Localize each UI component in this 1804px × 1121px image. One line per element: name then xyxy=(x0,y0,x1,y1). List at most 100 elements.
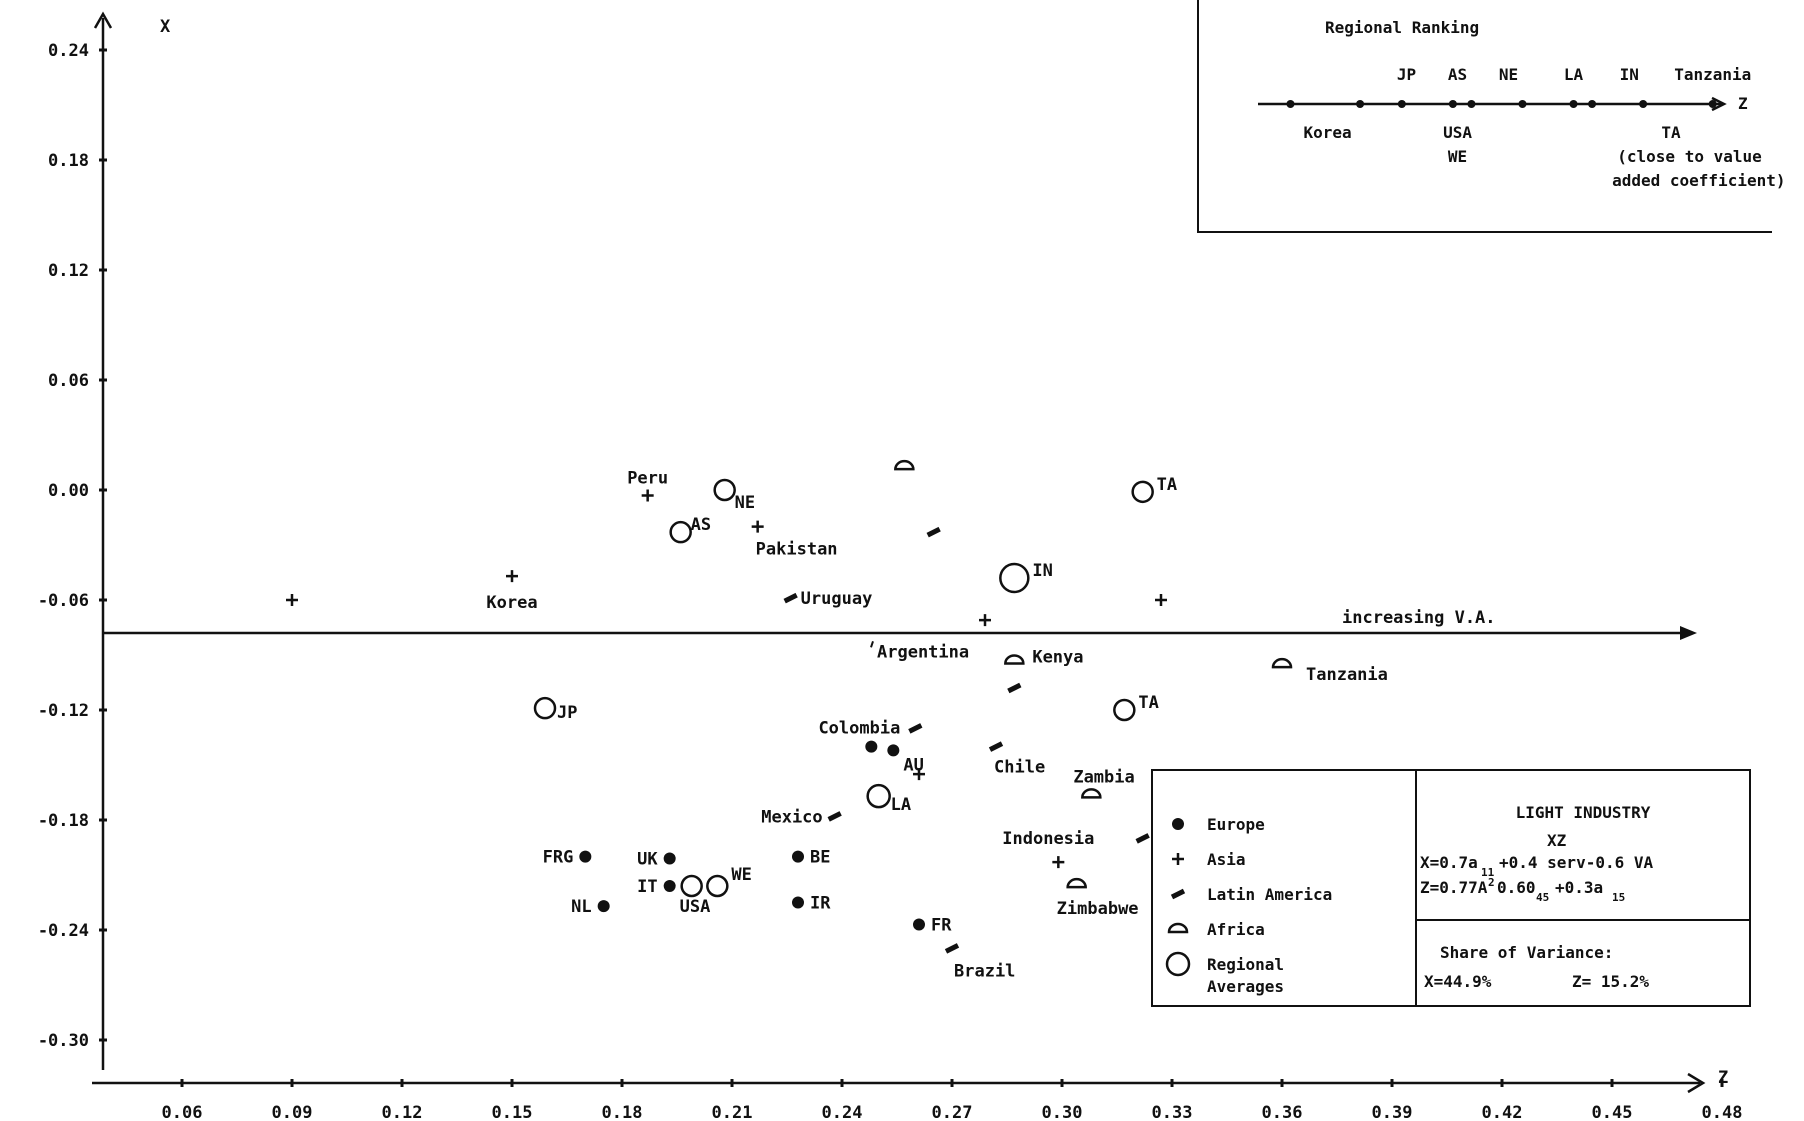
point-label: TA xyxy=(1138,693,1158,713)
plus-marker xyxy=(1155,594,1167,606)
point-label: IR xyxy=(810,894,831,914)
point-circle xyxy=(1113,698,1136,722)
dash-marker xyxy=(1007,682,1022,694)
point-dot xyxy=(597,900,610,913)
legend-label: Asia xyxy=(1207,850,1246,869)
dot-marker xyxy=(579,850,592,863)
point-halfcircle xyxy=(1271,657,1293,669)
half-circle-marker xyxy=(1066,877,1087,889)
plus-marker xyxy=(751,520,764,533)
ranking-label: WE xyxy=(1448,147,1467,166)
plus-marker xyxy=(1172,853,1184,865)
half-circle-marker xyxy=(894,459,915,471)
plus-marker xyxy=(913,768,925,781)
ranking-marker xyxy=(1569,100,1578,108)
reference-line: increasing V.A. xyxy=(103,608,1697,640)
x-tick-label: 0.33 xyxy=(1152,1103,1193,1121)
y-tick-label: 0.24 xyxy=(48,41,89,61)
legend-label: Europe xyxy=(1207,815,1265,834)
formula-sub-3: 15 xyxy=(1612,891,1625,904)
point-label: BE xyxy=(810,848,830,868)
point-plus xyxy=(286,594,298,606)
point-label: JP xyxy=(557,703,577,723)
dot-marker xyxy=(663,852,676,865)
point-label: LA xyxy=(891,795,911,815)
x-tick-label: 0.24 xyxy=(822,1103,863,1121)
dash-marker xyxy=(988,741,1004,752)
y-axis-label: X xyxy=(160,17,171,37)
ranking-label: JP xyxy=(1397,65,1416,84)
point-dot xyxy=(887,744,900,757)
point-label: Uruguay xyxy=(801,589,873,609)
point-label: IN xyxy=(1032,561,1052,581)
legend-items: Europe Asia Latin America Africa Regional Ave… xyxy=(1165,815,1332,996)
x-tick-label: 0.30 xyxy=(1042,1103,1083,1121)
point-label: Chile xyxy=(994,758,1045,778)
dash-marker xyxy=(1135,833,1150,844)
circle-marker xyxy=(1165,951,1191,977)
formula-sub-1: 11 xyxy=(1481,866,1495,879)
ranking-label: AS xyxy=(1448,65,1467,84)
legend-label: Regional xyxy=(1207,955,1284,974)
y-tick-label: -0.12 xyxy=(38,701,89,721)
circle-marker xyxy=(1113,698,1136,722)
dot-marker xyxy=(887,744,900,757)
legend-marker-dash xyxy=(1170,888,1186,900)
dot-marker xyxy=(792,896,804,909)
point-dash xyxy=(827,811,842,822)
point-circle xyxy=(669,520,692,544)
point-label: Korea xyxy=(486,593,537,613)
point-label: Indonesia xyxy=(1002,829,1094,849)
circle-marker xyxy=(533,696,557,720)
ranking-marker xyxy=(1286,100,1295,108)
point-dot xyxy=(913,918,925,931)
point-dash xyxy=(944,943,960,954)
point-circle xyxy=(713,478,736,502)
plus-marker xyxy=(286,594,298,606)
ranking-axis-arrow xyxy=(1711,96,1727,112)
x-tick-label: 0.18 xyxy=(602,1103,643,1121)
point-circle xyxy=(1131,480,1154,504)
ranking-label: IN xyxy=(1620,65,1639,84)
legend-marker-plus xyxy=(1172,853,1184,865)
point-halfcircle xyxy=(1004,654,1025,665)
point-label: AU xyxy=(903,755,923,775)
point-plus xyxy=(913,768,925,781)
legend-box: Europe Asia Latin America Africa Regional Ave… xyxy=(1151,769,1417,1007)
ranking-label: (close to value xyxy=(1617,147,1762,166)
y-tick-label: 0.00 xyxy=(48,481,89,501)
point-label: TA xyxy=(1157,475,1177,495)
half-circle-marker xyxy=(1081,788,1102,799)
light-industry-box: LIGHT INDUSTRY XZ X=0.7a 11 +0.4 serv-0.… xyxy=(1415,769,1751,1007)
dot-marker xyxy=(865,740,878,753)
dash-marker xyxy=(944,943,960,954)
point-plus xyxy=(1052,856,1065,869)
point-dot xyxy=(579,850,592,863)
circle-marker xyxy=(1131,480,1154,504)
point-label: Colombia xyxy=(818,718,900,738)
dash-marker xyxy=(783,592,798,604)
plus-marker xyxy=(506,570,518,583)
y-tick-label: -0.24 xyxy=(38,921,89,941)
point-dash xyxy=(926,526,941,538)
point-label: Peru xyxy=(627,469,668,489)
x-tick-label: 0.48 xyxy=(1702,1103,1743,1121)
dash-marker xyxy=(827,811,842,822)
x-tick-label: 0.42 xyxy=(1482,1103,1523,1121)
legend-label: Africa xyxy=(1207,920,1265,939)
point-circle xyxy=(706,874,729,898)
point-dot xyxy=(792,896,804,909)
plus-marker xyxy=(641,489,654,502)
y-tick-label: 0.18 xyxy=(48,151,89,171)
point-plus xyxy=(1155,594,1167,606)
point-dot xyxy=(865,740,878,753)
point-dot xyxy=(663,852,676,865)
ranking-label: Korea xyxy=(1304,123,1352,142)
point-label-argentina: Argentina xyxy=(877,642,969,662)
circle-marker xyxy=(669,520,692,544)
ranking-marker xyxy=(1448,100,1457,108)
dash-marker xyxy=(1170,888,1186,900)
plus-marker xyxy=(1052,856,1065,869)
x-tick-label: 0.36 xyxy=(1262,1103,1303,1121)
